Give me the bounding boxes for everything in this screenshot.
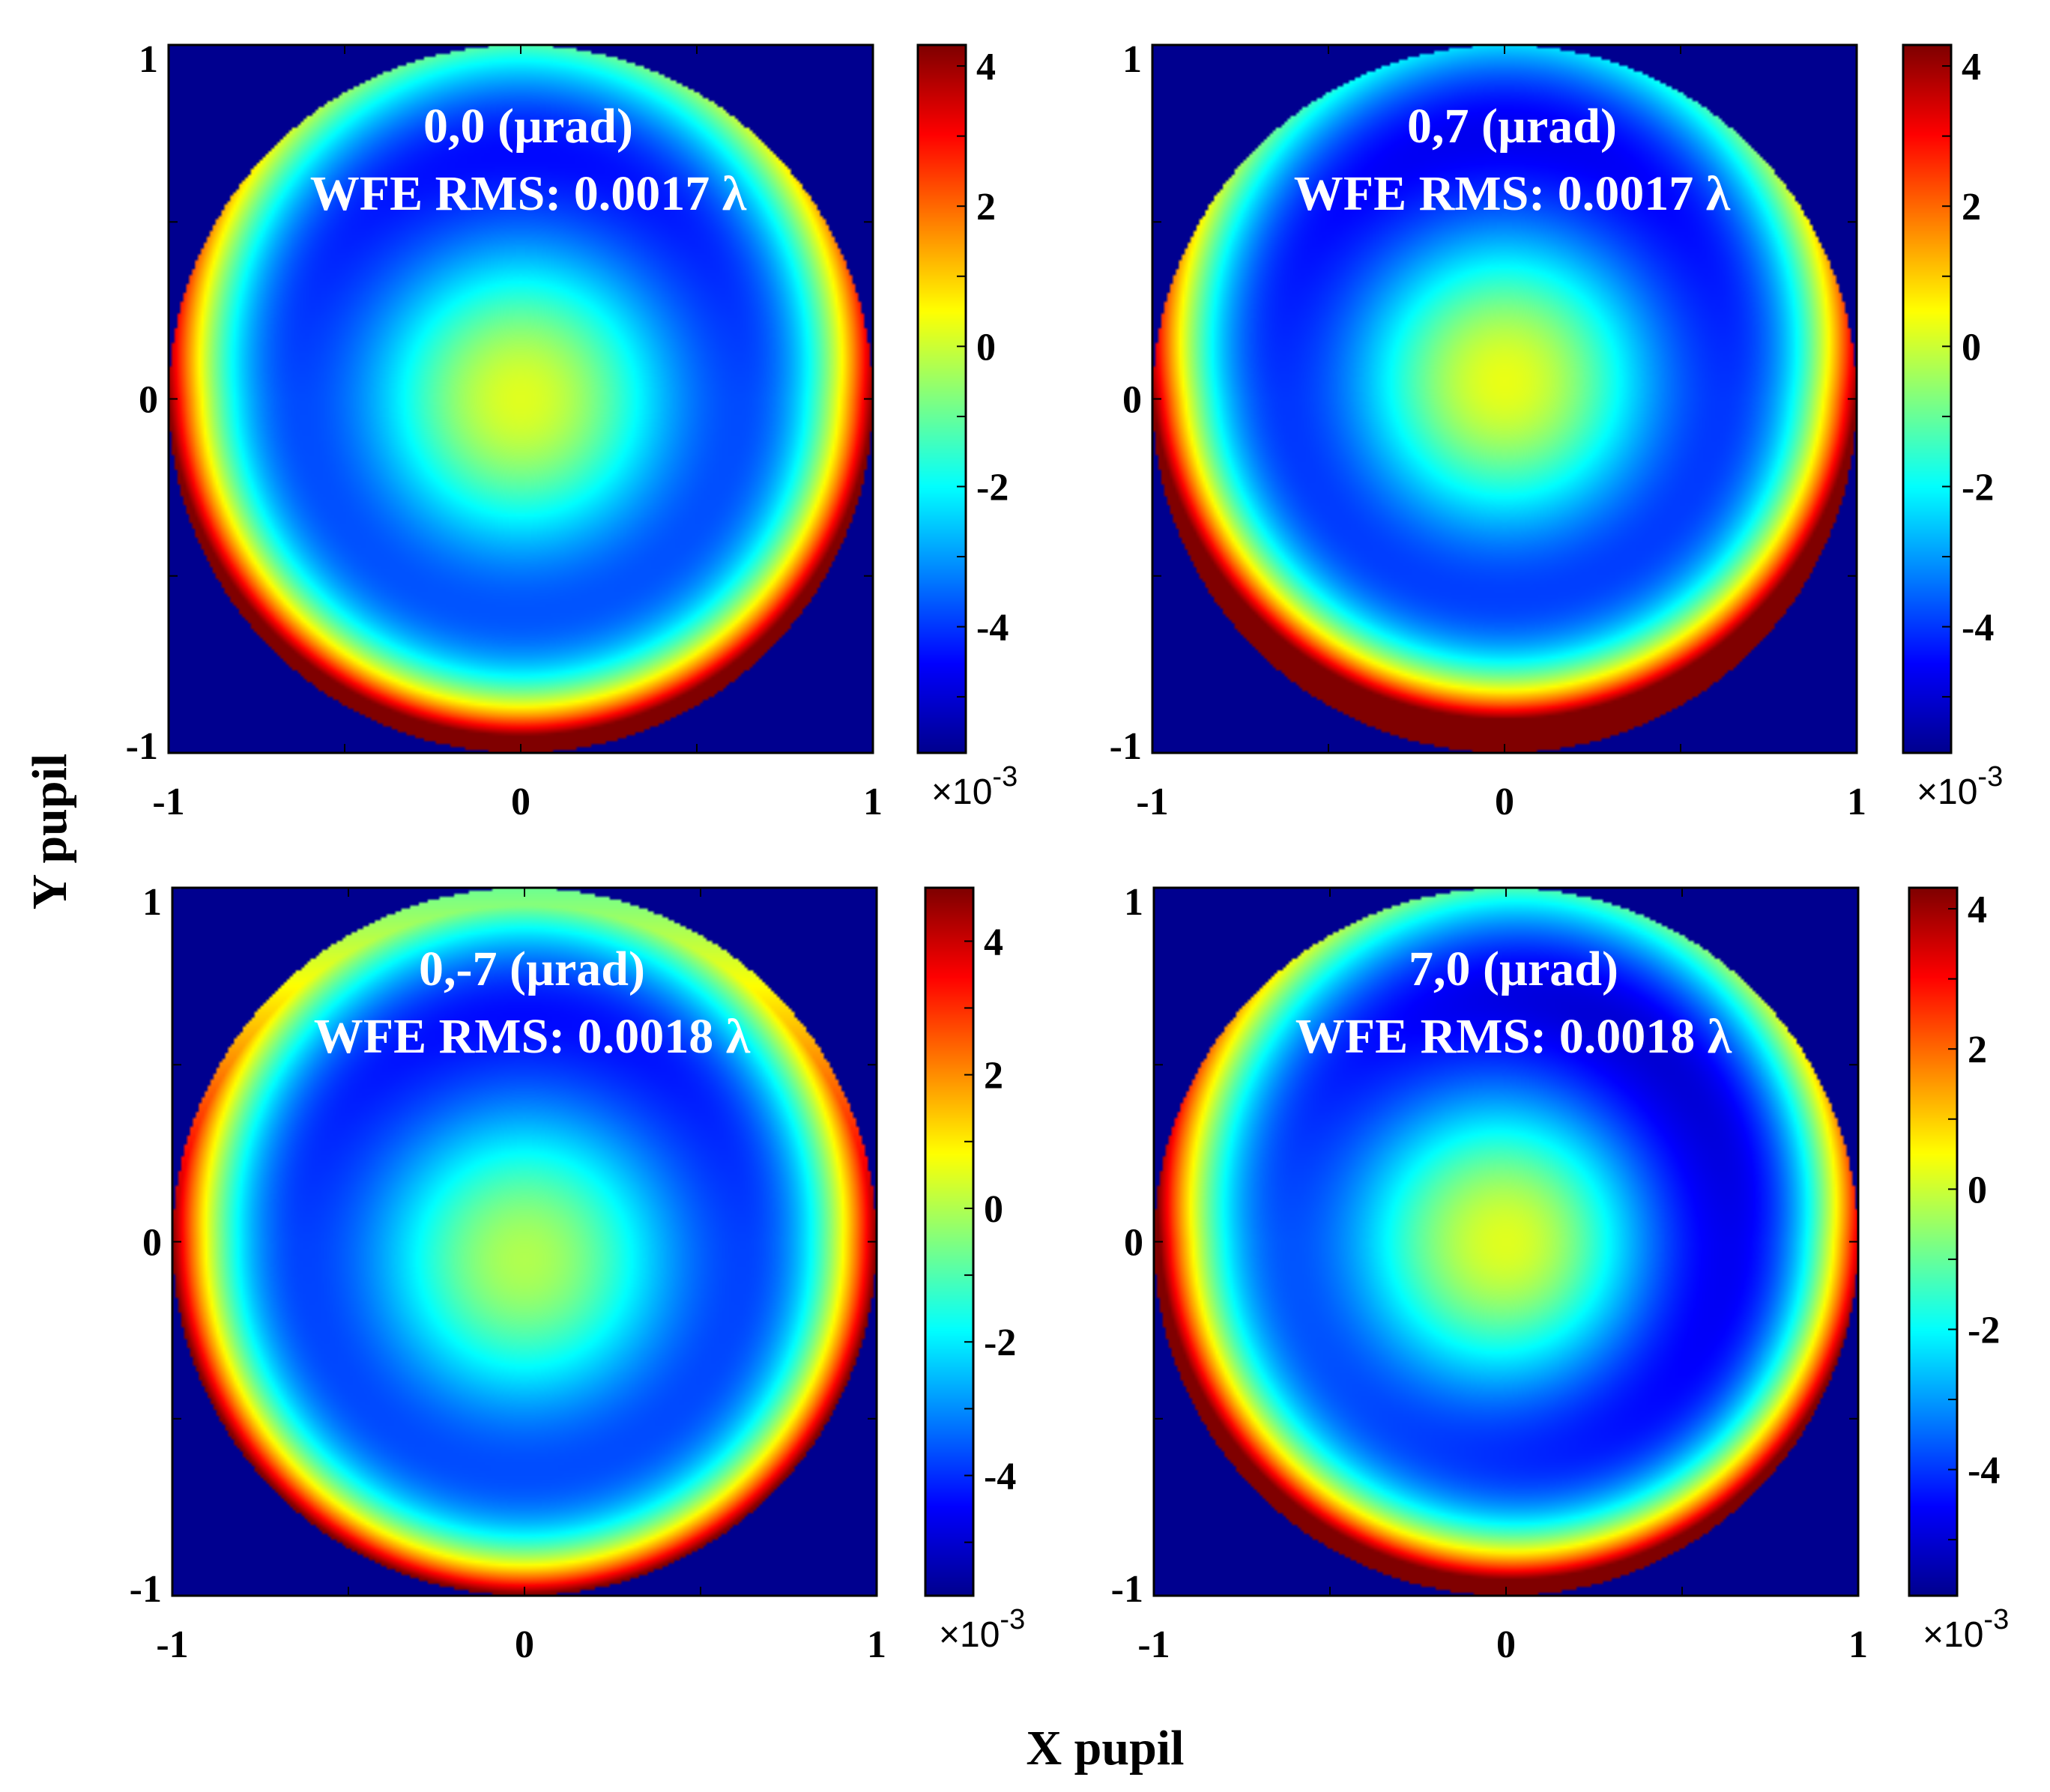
colorbar-tick-label: 4	[1968, 889, 1987, 931]
wavefront-heatmap	[1154, 888, 1858, 1596]
colorbar-tick-label: 0	[1968, 1169, 1987, 1211]
colorbar-tick-label: -4	[976, 607, 1009, 650]
y-tick-label: 0	[1124, 1222, 1143, 1265]
x-tick-label: 1	[867, 1623, 886, 1666]
colorbar-tick-label: -2	[1962, 466, 1994, 509]
y-tick-label: 0	[1122, 379, 1142, 422]
y-tick-label: 1	[1124, 881, 1143, 924]
x-tick-label: -1	[1137, 1623, 1170, 1666]
wavefront-heatmap	[1152, 45, 1857, 753]
y-tick-label: -1	[1110, 725, 1142, 768]
colorbar-tick-label: -4	[1968, 1450, 2000, 1492]
x-tick-label: 1	[1847, 781, 1866, 823]
colorbar-tick-label: 4	[1962, 46, 1981, 88]
colorbar-tick-label: -4	[984, 1456, 1016, 1498]
colorbar-frame	[916, 43, 967, 754]
colorbar-frame	[924, 886, 975, 1597]
x-tick-label: 0	[515, 1623, 534, 1666]
colorbar-tick-label: 0	[1962, 326, 1981, 369]
colorbar-tick-label: -2	[976, 466, 1009, 509]
colorbar-frame	[1908, 886, 1959, 1597]
y-tick-label: 1	[142, 881, 162, 924]
wfe-rms-label: WFE RMS: 0.0017 λ	[310, 166, 747, 221]
colorbar-tick-label: 2	[976, 186, 996, 228]
colorbar	[1909, 888, 1957, 1596]
panel-title: 0,0 (µrad)	[423, 99, 633, 154]
y-tick-label: 0	[139, 379, 158, 422]
panel-2: -1 0 1 -1 0 1 0,7 (µrad) WFE RMS: 0.0017 λ 4 2 0 -2…	[1110, 38, 2004, 823]
colorbar-exponent-label: ×10-3	[931, 761, 1018, 812]
panel-4: -1 0 1 -1 0 1 7,0 (µrad) WFE RMS: 0.0018 λ 4 2 0 -2…	[1111, 881, 2010, 1666]
x-tick-label: -1	[152, 781, 184, 823]
y-tick-label: -1	[1111, 1568, 1143, 1611]
wfe-rms-label: WFE RMS: 0.0018 λ	[314, 1009, 751, 1064]
x-tick-label: 0	[1496, 1623, 1516, 1666]
y-tick-label: 1	[1122, 38, 1142, 81]
colorbar-tick-label: 4	[976, 46, 996, 88]
colorbar-tick-label: -4	[1962, 607, 1994, 650]
y-tick-label: -1	[126, 725, 158, 768]
wavefront-heatmap	[172, 888, 877, 1596]
colorbar-tick-label: 2	[984, 1055, 1003, 1098]
x-tick-label: 1	[1848, 1623, 1868, 1666]
y-tick-label: 0	[142, 1222, 162, 1265]
x-axis-label: X pupil	[1026, 1721, 1185, 1776]
x-tick-label: -1	[156, 1623, 188, 1666]
colorbar	[1903, 45, 1951, 753]
colorbar-tick-label: -2	[984, 1322, 1016, 1364]
y-tick-label: -1	[130, 1568, 162, 1611]
panel-3: -1 0 1 -1 0 1 0,-7 (µrad) WFE RMS: 0.0018 λ 4 2 0 -…	[130, 881, 1026, 1666]
panel-title: 7,0 (µrad)	[1409, 942, 1618, 996]
wfe-rms-label: WFE RMS: 0.0018 λ	[1295, 1009, 1732, 1064]
colorbar-tick-label: 2	[1968, 1029, 1987, 1071]
colorbar-tick-label: 0	[984, 1188, 1003, 1231]
colorbar-exponent-label: ×10-3	[1917, 761, 2003, 812]
x-tick-label: -1	[1136, 781, 1168, 823]
panel-1: -1 0 1 -1 0 1 0,0 (µrad) WFE RMS: 0.0017 λ 4 2 0 -2…	[126, 38, 1018, 823]
colorbar-tick-label: 4	[984, 921, 1003, 963]
y-axis-label: Y pupil	[22, 754, 77, 910]
colorbar-exponent-label: ×10-3	[1923, 1604, 2009, 1655]
colorbar-tick-label: 2	[1962, 186, 1981, 228]
x-tick-label: 1	[863, 781, 883, 823]
colorbar	[925, 888, 973, 1596]
panel-title: 0,7 (µrad)	[1407, 99, 1617, 154]
x-tick-label: 0	[511, 781, 530, 823]
y-tick-label: 1	[139, 38, 158, 81]
wfe-rms-label: WFE RMS: 0.0017 λ	[1294, 166, 1731, 221]
wavefront-heatmap	[169, 45, 873, 753]
colorbar-frame	[1902, 43, 1953, 754]
colorbar-tick-label: 0	[976, 326, 996, 369]
colorbar-exponent-label: ×10-3	[939, 1604, 1025, 1655]
colorbar-tick-label: -2	[1968, 1309, 2000, 1351]
panel-title: 0,-7 (µrad)	[419, 942, 645, 996]
colorbar	[918, 45, 966, 753]
x-tick-label: 0	[1495, 781, 1514, 823]
